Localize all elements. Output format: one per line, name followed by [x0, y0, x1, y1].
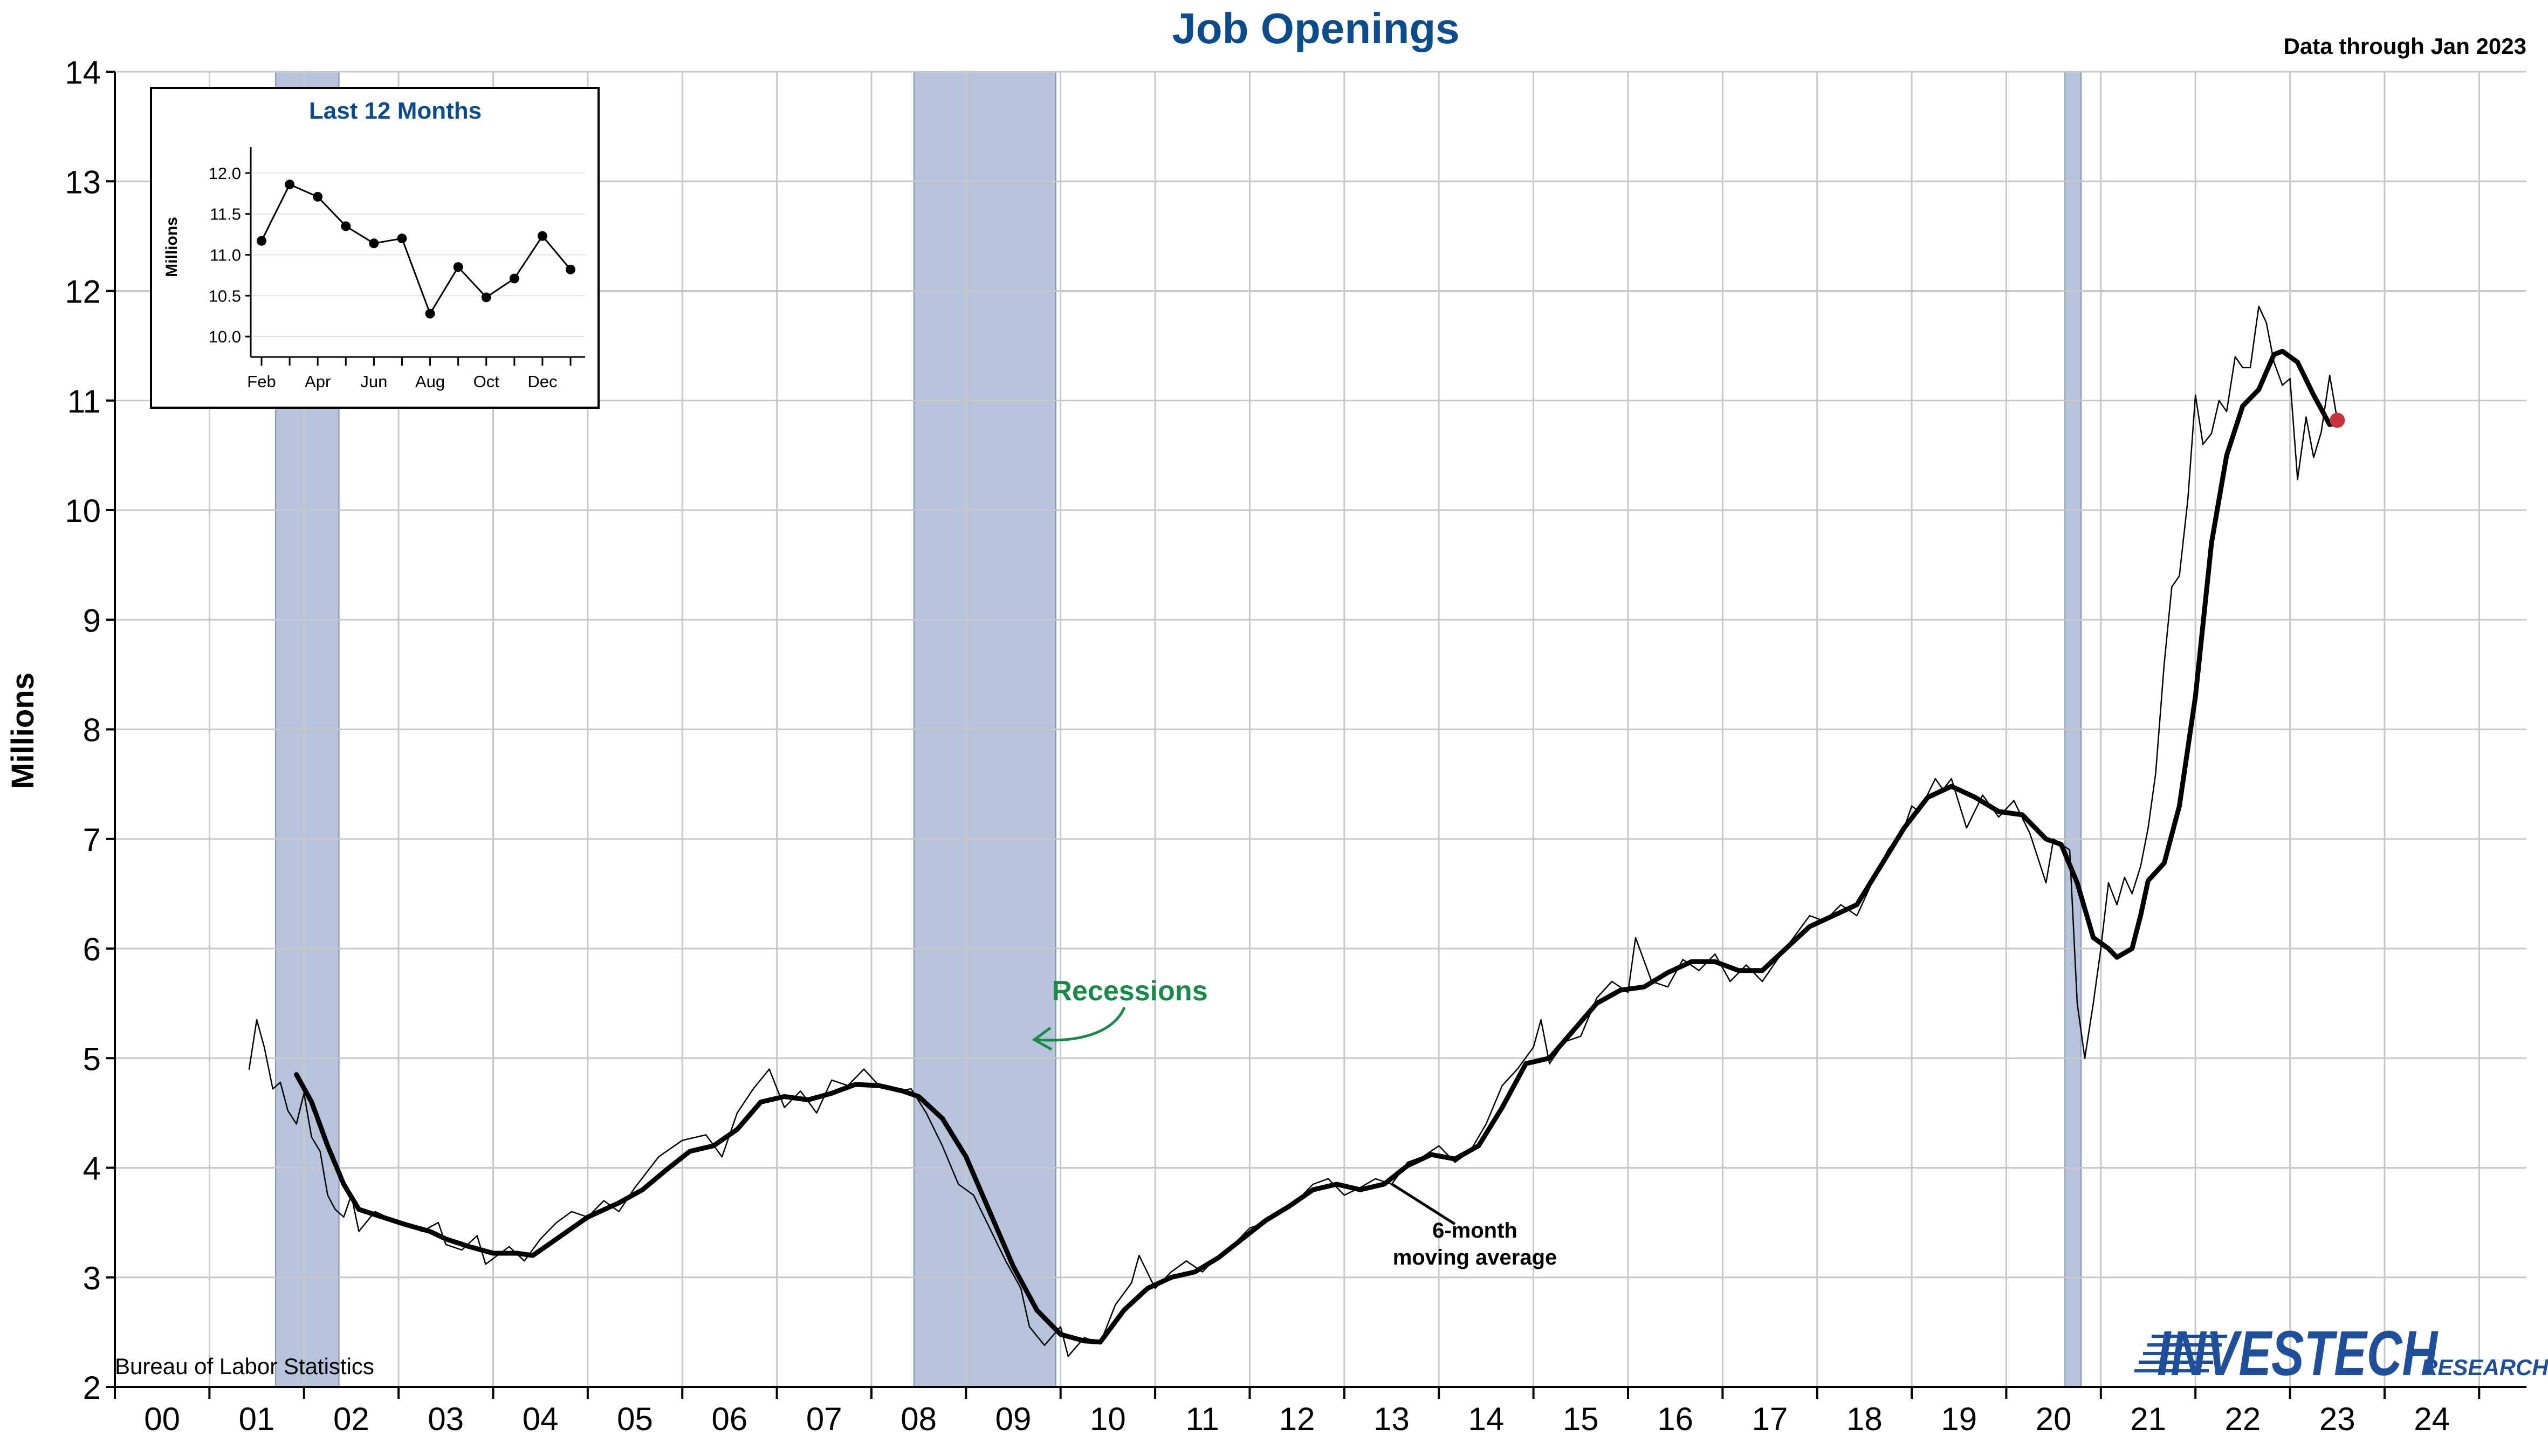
- x-tick-label: 15: [1563, 1401, 1599, 1437]
- inset-point: [397, 233, 407, 244]
- inset-y-tick-label: 10.5: [209, 286, 241, 305]
- x-tick-label: 10: [1090, 1401, 1126, 1437]
- inset-point: [313, 191, 323, 202]
- y-tick-label: 11: [67, 383, 101, 420]
- y-tick-labels: 2 3 4 5 6 7 8 9 10 11 12 13 14: [65, 54, 101, 1406]
- x-tick-label: 24: [2414, 1401, 2450, 1437]
- ma-annotation-line1: 6-month: [1432, 1219, 1517, 1242]
- x-tick-label: 08: [901, 1401, 937, 1437]
- y-tick-label: 14: [65, 54, 101, 91]
- x-tick-label: 17: [1752, 1401, 1788, 1437]
- inset-grid: [251, 172, 585, 338]
- inset-point: [481, 292, 491, 303]
- inset-x-tick-label: Apr: [305, 372, 331, 391]
- inset-y-tick-label: 11.5: [210, 205, 241, 224]
- y-tick-label: 12: [65, 274, 101, 310]
- x-tick-label: 05: [617, 1401, 653, 1437]
- grid: [115, 71, 2526, 1387]
- y-axis-label: Millions: [5, 672, 40, 789]
- chart-subtitle: Data through Jan 2023: [2284, 33, 2526, 59]
- inset-x-tick-label: Jun: [360, 372, 387, 391]
- inset-x-tick-label: Dec: [527, 372, 557, 391]
- inset-title: Last 12 Months: [309, 98, 482, 124]
- inset-y-tick-label: 12.0: [209, 164, 241, 183]
- y-tick-label: 7: [83, 822, 101, 858]
- inset-x-tick-label: Oct: [473, 372, 500, 391]
- axes: [106, 71, 2526, 1399]
- inset-point: [566, 264, 575, 274]
- x-tick-label: 21: [2130, 1401, 2166, 1437]
- x-tick-label: 22: [2225, 1401, 2261, 1437]
- x-tick-label: 06: [712, 1401, 748, 1437]
- inset-point: [257, 236, 266, 246]
- x-tick-label: 16: [1657, 1401, 1693, 1437]
- y-tick-label: 13: [65, 164, 101, 200]
- x-tick-label: 11: [1186, 1401, 1219, 1437]
- inset-point: [285, 180, 295, 190]
- x-tick-label: 12: [1279, 1401, 1315, 1437]
- logo-speed-lines: [2134, 1335, 2227, 1372]
- y-tick-label: 4: [83, 1151, 101, 1187]
- x-tick-label: 02: [333, 1401, 369, 1437]
- inset-x-tick-label: Feb: [247, 372, 276, 391]
- inset-series: [257, 180, 575, 319]
- x-tick-labels: 00 01 02 03 04 05 06 07 08 09 10 11 12 13 14 15 16 17 18 19…: [144, 1401, 2450, 1437]
- inset-y-tick-label: 10.0: [209, 327, 241, 346]
- investech-logo: INVESTECH RESEARCH: [2134, 1318, 2548, 1389]
- y-tick-label: 10: [65, 493, 101, 529]
- recessions-annotation: Recessions: [1052, 976, 1207, 1007]
- x-tick-label: 13: [1373, 1401, 1410, 1437]
- recessions-arrow: [1035, 1007, 1126, 1042]
- y-tick-label: 3: [83, 1260, 101, 1296]
- logo-sub-text: RESEARCH: [2421, 1355, 2548, 1380]
- x-tick-label: 20: [2036, 1401, 2072, 1437]
- series-line-moving-average: [294, 348, 2340, 1345]
- inset-point: [509, 273, 519, 284]
- inset-y-tick-label: 11.0: [210, 246, 241, 265]
- recessions-arrowhead: [1032, 1026, 1053, 1051]
- source-label: Bureau of Labor Statistics: [115, 1354, 374, 1379]
- inset-point: [369, 238, 379, 249]
- inset-point: [537, 231, 547, 241]
- ma-annotation-line2: moving average: [1393, 1246, 1557, 1269]
- x-tick-label: 19: [1941, 1401, 1977, 1437]
- x-tick-label: 18: [1846, 1401, 1883, 1437]
- y-tick-label: 9: [83, 602, 101, 638]
- inset-point: [341, 221, 351, 231]
- latest-point-marker: [2330, 413, 2345, 428]
- inset-point: [425, 308, 435, 319]
- x-tick-label: 01: [239, 1401, 275, 1437]
- series: [248, 305, 2345, 1357]
- inset-y-tick-labels: 10.0 10.5 11.0 11.5 12.0: [209, 164, 241, 346]
- x-tick-label: 00: [144, 1401, 180, 1437]
- x-tick-label: 14: [1468, 1401, 1505, 1437]
- y-tick-label: 8: [83, 712, 101, 748]
- series-line-monthly: [248, 305, 2338, 1357]
- y-tick-label: 2: [83, 1370, 101, 1406]
- logo-main-text: INVESTECH: [2157, 1318, 2439, 1389]
- x-tick-label: 04: [523, 1401, 559, 1437]
- x-tick-label: 09: [995, 1401, 1032, 1437]
- inset-point: [453, 262, 463, 272]
- inset-y-axis-label: Millions: [163, 217, 181, 277]
- x-tick-label: 07: [806, 1401, 842, 1437]
- x-tick-label: 03: [428, 1401, 464, 1437]
- inset-series-line: [260, 183, 572, 316]
- inset-axes: [245, 147, 585, 366]
- y-tick-label: 6: [83, 931, 101, 967]
- ma-annotation-leader: [1390, 1182, 1456, 1226]
- x-tick-label: 23: [2319, 1401, 2355, 1437]
- inset-x-tick-labels: Feb Apr Jun Aug Oct Dec: [247, 372, 557, 391]
- chart-title: Job Openings: [1172, 4, 1459, 52]
- inset-x-tick-label: Aug: [415, 372, 445, 391]
- inset-chart: Last 12 Months Millions 10.0 10.5 11.0 11.5…: [150, 87, 600, 409]
- y-tick-label: 5: [83, 1041, 101, 1077]
